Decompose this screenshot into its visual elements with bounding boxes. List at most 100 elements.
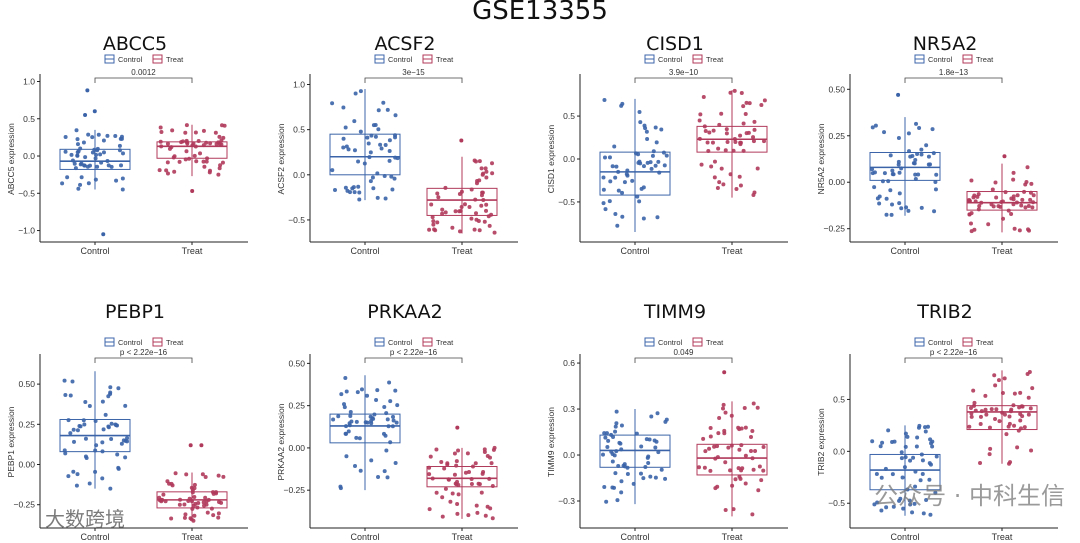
data-point bbox=[376, 474, 381, 479]
data-point bbox=[977, 204, 982, 209]
data-point bbox=[344, 424, 349, 429]
data-point bbox=[734, 187, 739, 192]
data-point bbox=[482, 447, 487, 452]
data-point bbox=[664, 417, 669, 422]
data-point bbox=[608, 179, 613, 184]
data-point bbox=[655, 215, 660, 220]
data-point bbox=[701, 94, 706, 99]
data-point bbox=[1024, 179, 1029, 184]
data-point bbox=[93, 469, 98, 474]
data-point bbox=[721, 182, 726, 187]
data-point bbox=[870, 439, 875, 444]
data-point bbox=[205, 510, 210, 515]
data-point bbox=[76, 186, 81, 191]
data-point bbox=[913, 176, 918, 181]
data-point bbox=[994, 195, 999, 200]
data-point bbox=[345, 188, 350, 193]
data-point bbox=[906, 131, 911, 136]
data-point bbox=[1006, 424, 1011, 429]
y-tick-label: −0.5 bbox=[18, 188, 35, 198]
data-point bbox=[614, 164, 619, 169]
data-point bbox=[614, 409, 619, 414]
data-point bbox=[180, 139, 185, 144]
data-point bbox=[921, 511, 926, 516]
data-point bbox=[928, 512, 933, 517]
data-point bbox=[455, 502, 460, 507]
data-point bbox=[931, 151, 936, 156]
data-point bbox=[86, 132, 91, 137]
data-point bbox=[717, 122, 722, 127]
data-point bbox=[1000, 390, 1005, 395]
data-point bbox=[899, 166, 904, 171]
data-point bbox=[703, 449, 708, 454]
data-point bbox=[656, 159, 661, 164]
data-point bbox=[446, 477, 451, 482]
data-point bbox=[877, 194, 882, 199]
data-point bbox=[158, 139, 163, 144]
data-point bbox=[388, 399, 393, 404]
data-point bbox=[355, 390, 360, 395]
box-control bbox=[869, 151, 941, 181]
legend-label-control: Control bbox=[118, 55, 143, 64]
panel-prkaa2: PRKAA2 Control Treat −0.25 0.00 0.25 0.50 PRKAA… bbox=[270, 292, 540, 543]
y-tick-label: 0.50 bbox=[828, 84, 845, 94]
data-point bbox=[602, 431, 607, 436]
data-point bbox=[890, 439, 895, 444]
y-tick-label: 0.5 bbox=[563, 111, 575, 121]
data-point bbox=[193, 144, 198, 149]
data-point bbox=[173, 471, 178, 476]
data-point bbox=[655, 411, 660, 416]
data-point bbox=[908, 458, 913, 463]
data-point bbox=[177, 159, 182, 164]
data-point bbox=[386, 424, 391, 429]
data-point bbox=[908, 154, 913, 159]
p-value-label: 0.0012 bbox=[131, 68, 156, 77]
data-point bbox=[706, 148, 711, 153]
data-point bbox=[713, 486, 718, 491]
data-point bbox=[601, 187, 606, 192]
data-point bbox=[741, 148, 746, 153]
data-point bbox=[697, 465, 702, 470]
data-point bbox=[383, 143, 388, 148]
data-point bbox=[93, 418, 98, 423]
data-point bbox=[85, 164, 90, 169]
y-axis-label: ABCC5 expression bbox=[6, 123, 16, 195]
data-point bbox=[341, 136, 346, 141]
watermark-wechat: 公众号 · 中科生信 bbox=[874, 482, 1065, 510]
data-point bbox=[1029, 181, 1034, 186]
data-point bbox=[388, 440, 393, 445]
data-point bbox=[440, 207, 445, 212]
data-point bbox=[743, 481, 748, 486]
data-point bbox=[737, 174, 742, 179]
data-point bbox=[194, 159, 199, 164]
data-point bbox=[884, 196, 889, 201]
data-point bbox=[332, 187, 337, 192]
legend-label-control: Control bbox=[388, 55, 413, 64]
data-point bbox=[761, 444, 766, 449]
data-point bbox=[344, 144, 349, 149]
data-point bbox=[190, 143, 195, 148]
data-point bbox=[214, 490, 219, 495]
data-point bbox=[68, 393, 73, 398]
data-point bbox=[897, 191, 902, 196]
data-point bbox=[916, 172, 921, 177]
p-value-label: 1.8e−13 bbox=[939, 68, 969, 77]
data-point bbox=[117, 148, 122, 153]
data-point bbox=[645, 160, 650, 165]
data-point bbox=[641, 216, 646, 221]
data-point bbox=[1012, 423, 1017, 428]
data-point bbox=[969, 414, 974, 419]
data-point bbox=[443, 210, 448, 215]
data-point bbox=[741, 104, 746, 109]
data-point bbox=[365, 135, 370, 140]
data-point bbox=[751, 193, 756, 198]
data-point bbox=[919, 205, 924, 210]
data-point bbox=[344, 454, 349, 459]
data-point bbox=[609, 432, 614, 437]
panel-title: PRKAA2 bbox=[367, 301, 442, 323]
data-point bbox=[63, 393, 68, 398]
data-point bbox=[341, 145, 346, 150]
data-point bbox=[455, 511, 460, 516]
data-point bbox=[348, 409, 353, 414]
